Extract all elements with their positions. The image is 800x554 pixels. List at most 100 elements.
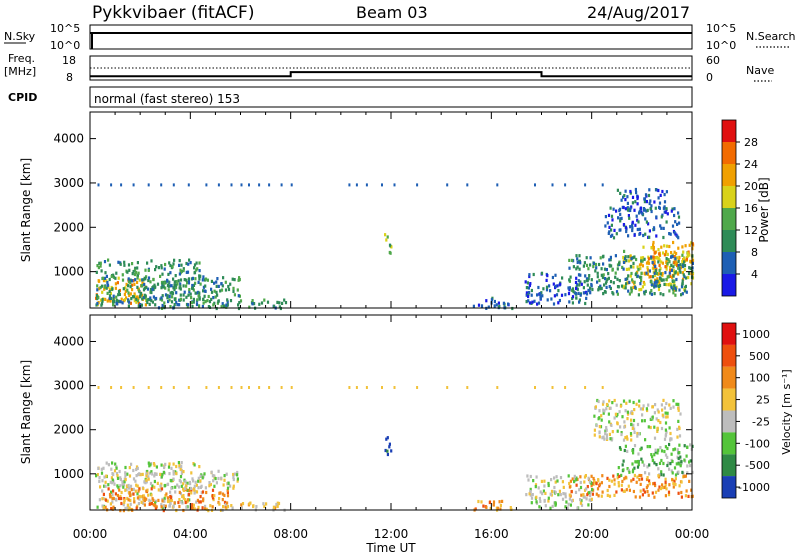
nave-label: Nave xyxy=(746,64,774,77)
heatmap-cell xyxy=(648,479,651,483)
heatmap-cell xyxy=(98,479,101,483)
heatmap-cell xyxy=(145,478,148,482)
heatmap-cell xyxy=(665,250,668,254)
heatmap-cell xyxy=(147,276,151,280)
heatmap-cell xyxy=(118,488,121,492)
heatmap-cell xyxy=(112,496,115,501)
heatmap-cell xyxy=(625,488,628,492)
heatmap-cell xyxy=(576,283,579,287)
heatmap-cell xyxy=(608,263,611,267)
heatmap-cell xyxy=(632,423,635,427)
heatmap-cell xyxy=(149,481,153,486)
heatmap-cell xyxy=(129,278,132,282)
colorbar-segment xyxy=(722,186,736,208)
heatmap-cell xyxy=(220,305,223,309)
heatmap-cell xyxy=(562,492,565,496)
heatmap-cell xyxy=(198,500,201,504)
heatmap-cell xyxy=(121,482,124,487)
heatmap-cell xyxy=(631,226,634,230)
heatmap-cell xyxy=(182,293,185,297)
heatmap-cell xyxy=(211,505,214,509)
velocity-colorbar-label: Velocity [m s⁻¹] xyxy=(780,369,793,454)
heatmap-cell xyxy=(140,500,143,504)
heatmap-cell xyxy=(598,409,601,413)
heatmap-cell xyxy=(599,425,603,429)
heatmap-cell xyxy=(673,231,676,235)
heatmap-cell xyxy=(596,398,599,403)
heatmap-cell xyxy=(652,262,656,267)
heatmap-cell xyxy=(490,298,493,302)
heatmap-cell xyxy=(160,505,163,509)
heatmap-cell xyxy=(676,256,679,260)
heatmap-cell xyxy=(669,438,672,442)
heatmap-cell xyxy=(116,484,119,488)
heatmap-cell xyxy=(160,296,163,300)
heatmap-cell xyxy=(595,482,598,486)
heatmap-cell xyxy=(178,259,181,263)
heatmap-cell xyxy=(653,461,656,465)
heatmap-cell xyxy=(678,425,681,429)
heatmap-cell xyxy=(126,496,129,501)
heatmap-cell xyxy=(630,418,633,422)
nsearch-tick-bottom: 10^0 xyxy=(706,39,736,52)
heatmap-cell xyxy=(578,488,581,492)
heatmap-cell xyxy=(193,488,196,492)
heatmap-cell xyxy=(210,297,213,301)
heatmap-cell xyxy=(100,269,103,273)
heatmap-cell xyxy=(527,478,530,482)
heatmap-cell xyxy=(195,483,198,487)
heatmap-cell xyxy=(684,494,687,498)
heatmap-cell xyxy=(114,286,117,290)
heatmap-cell xyxy=(149,287,152,292)
heatmap-cell xyxy=(643,197,646,201)
echo-band-cell xyxy=(205,183,208,187)
heatmap-cell xyxy=(197,486,200,490)
heatmap-cell xyxy=(209,482,212,487)
heatmap-cell xyxy=(487,305,490,309)
heatmap-cell xyxy=(628,292,631,296)
heatmap-cell xyxy=(197,294,200,298)
heatmap-cell xyxy=(584,301,587,306)
heatmap-cell xyxy=(485,299,488,303)
heatmap-cell xyxy=(169,271,172,275)
heatmap-cell xyxy=(609,437,612,441)
heatmap-cell xyxy=(196,298,199,302)
heatmap-cell xyxy=(148,502,151,506)
heatmap-cell xyxy=(691,258,695,262)
heatmap-cell xyxy=(482,504,485,508)
heatmap-cell xyxy=(174,283,177,287)
heatmap-cell xyxy=(623,489,626,493)
heatmap-cell xyxy=(136,466,139,470)
heatmap-cell xyxy=(170,496,173,500)
heatmap-cell xyxy=(119,300,122,304)
heatmap-cell xyxy=(570,499,574,503)
heatmap-cell xyxy=(627,214,630,218)
heatmap-cell xyxy=(528,283,531,288)
heatmap-cell xyxy=(493,299,496,304)
heatmap-cell xyxy=(587,288,590,292)
heatmap-cell xyxy=(668,244,671,249)
heatmap-cell xyxy=(568,288,571,292)
heatmap-cell xyxy=(688,243,691,247)
heatmap-cell xyxy=(150,487,153,491)
heatmap-cell xyxy=(138,494,141,499)
heatmap-cell xyxy=(274,506,277,510)
heatmap-cell xyxy=(613,493,616,497)
heatmap-cell xyxy=(642,233,645,238)
heatmap-cell xyxy=(385,437,388,441)
y-tick-label: 4000 xyxy=(53,132,84,146)
heatmap-cell xyxy=(237,294,240,298)
heatmap-cell xyxy=(110,506,113,511)
heatmap-cell xyxy=(652,226,656,230)
heatmap-cell xyxy=(186,498,190,502)
cpid-panel: CPID normal (fast stereo) 153 xyxy=(8,86,693,108)
heatmap-cell xyxy=(658,201,662,205)
heatmap-cell xyxy=(163,499,166,503)
heatmap-cell xyxy=(132,468,135,473)
heatmap-cell xyxy=(225,303,228,307)
heatmap-cell xyxy=(226,494,230,498)
heatmap-cell xyxy=(137,301,141,305)
heatmap-cell xyxy=(618,228,621,232)
colorbar-segment xyxy=(722,208,736,230)
heatmap-cell xyxy=(198,304,201,308)
